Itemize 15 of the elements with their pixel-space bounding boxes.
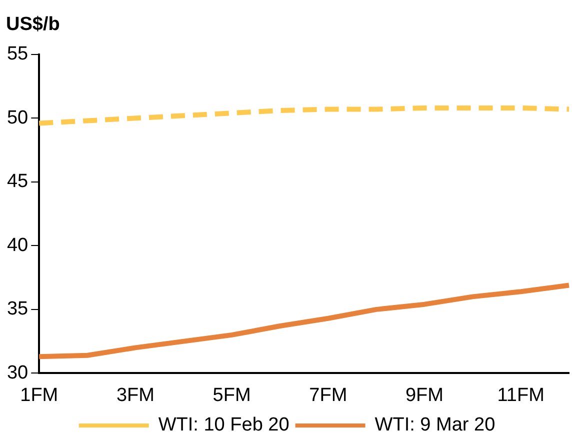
y-tick-label: 50 xyxy=(6,107,28,128)
x-tick-label: 7FM xyxy=(309,384,348,406)
legend-label: WTI: 10 Feb 20 xyxy=(158,414,290,436)
x-tick-label: 11FM xyxy=(497,384,544,406)
y-tick-label: 40 xyxy=(6,234,28,256)
x-tick-label: 1FM xyxy=(20,384,58,406)
legend-label: WTI: 9 Mar 20 xyxy=(374,414,496,436)
y-tick-label: 30 xyxy=(6,362,28,384)
y-axis-title: US$/b xyxy=(6,14,60,36)
x-tick-label: 3FM xyxy=(116,384,154,406)
y-tick-label: 45 xyxy=(6,171,28,192)
x-tick-label: 5FM xyxy=(212,384,251,406)
y-tick-label: 55 xyxy=(6,44,28,65)
x-tick-label: 9FM xyxy=(405,384,444,406)
y-tick-label: 35 xyxy=(6,298,28,320)
